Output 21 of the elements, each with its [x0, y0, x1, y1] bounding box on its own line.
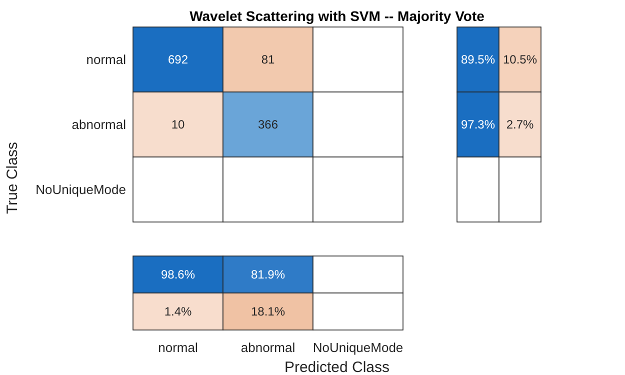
x-tick-label: normal	[158, 340, 198, 355]
data-label: 10	[171, 118, 185, 132]
data-label: 18.1%	[250, 304, 286, 318]
x-tick-label: NoUniqueMode	[312, 340, 404, 355]
data-label: 1.4%	[164, 304, 192, 318]
data-label: 366	[258, 118, 278, 132]
data-label: 89.5%	[460, 52, 496, 66]
data-label: 692	[168, 52, 188, 66]
x-tick-label: abnormal	[240, 340, 296, 355]
data-label: 10.5%	[502, 52, 538, 66]
data-label: 81	[261, 52, 275, 66]
y-axis-title: True Class	[4, 142, 21, 214]
y-tick-label: normal	[86, 52, 126, 67]
data-label: 2.7%	[506, 118, 534, 132]
data-label: 81.9%	[250, 268, 286, 282]
y-tick-label: NoUniqueMode	[36, 182, 126, 197]
chart-title: Wavelet Scattering with SVM -- Majority Vote	[190, 8, 485, 24]
x-axis-title: Predicted Class	[284, 359, 390, 375]
y-tick-label: abnormal	[72, 117, 126, 132]
data-label: 97.3%	[460, 118, 496, 132]
data-label: 98.6%	[160, 268, 196, 282]
